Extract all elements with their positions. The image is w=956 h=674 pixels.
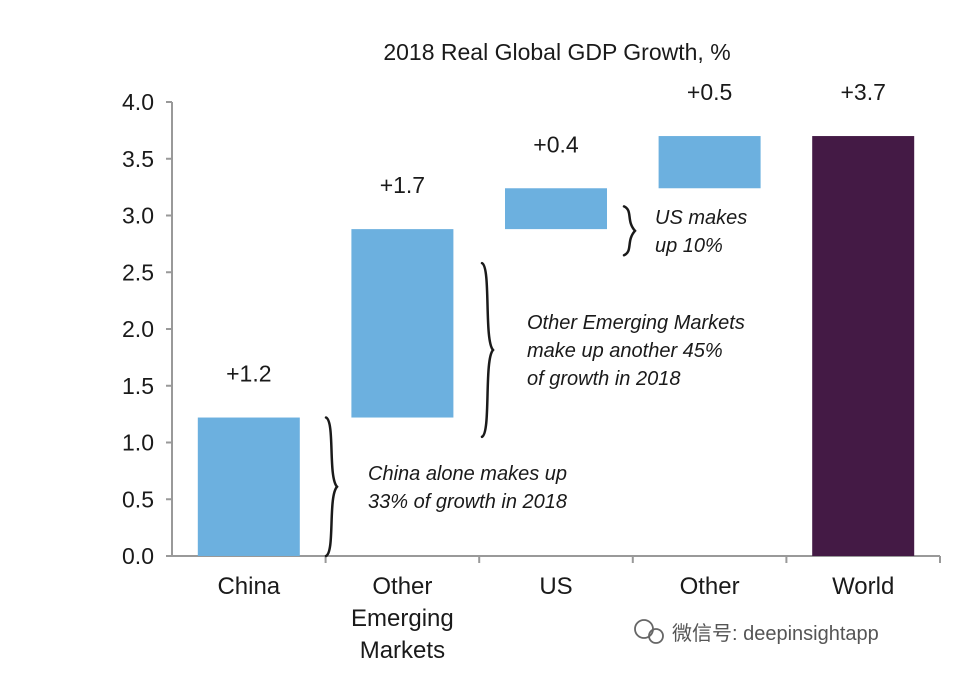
annotation-text: of growth in 2018: [527, 368, 680, 390]
bar: [812, 136, 915, 557]
y-tick-label: 2.0: [122, 316, 154, 342]
y-tick-label: 2.5: [122, 259, 154, 285]
chart-title: 2018 Real Global GDP Growth, %: [383, 39, 730, 65]
bar-value-label: +1.7: [380, 172, 425, 198]
annotation-text: make up another 45%: [527, 340, 723, 362]
x-category-label: Other: [372, 573, 432, 600]
annotation-text: up 10%: [655, 235, 723, 257]
bar: [197, 417, 300, 556]
bar: [351, 229, 454, 418]
y-tick-label: 0.0: [122, 543, 154, 569]
annotation-text: 33% of growth in 2018: [368, 491, 567, 513]
x-category-label: Other: [680, 573, 740, 600]
bars: [197, 136, 915, 557]
watermark: 微信号: deepinsightapp: [634, 619, 879, 645]
x-category-label: China: [217, 573, 280, 600]
bar: [505, 188, 607, 230]
bar: [658, 136, 761, 189]
annotation-text: China alone makes up: [368, 463, 567, 485]
data-labels: +1.2 +1.7 +0.4 +0.5 +3.7: [226, 79, 886, 386]
x-category-label: World: [832, 573, 894, 600]
bar-value-label: +3.7: [840, 79, 885, 105]
y-tick-label: 3.0: [122, 203, 154, 229]
curly-brace: [480, 261, 495, 439]
annotations: China alone makes up 33% of growth in 201…: [324, 205, 747, 558]
y-tick-label: 1.5: [122, 373, 154, 399]
y-tick-label: 3.5: [122, 146, 154, 172]
curly-brace: [622, 205, 637, 257]
y-tick-label: 1.0: [122, 430, 154, 456]
annotation-text: Other Emerging Markets: [527, 312, 745, 334]
curly-brace: [324, 416, 339, 558]
y-tick-label: 0.5: [122, 486, 154, 512]
axes: 0.0 0.5 1.0 1.5 2.0 2.5 3.0 3.5 4.0 China Other Eme…: [122, 89, 941, 664]
y-tick-label: 4.0: [122, 89, 154, 115]
x-category-label: US: [539, 573, 572, 600]
annotation-text: US makes: [655, 207, 747, 229]
watermark-text: 微信号: deepinsightapp: [672, 622, 879, 645]
bar-value-label: +0.4: [533, 131, 579, 157]
bar-value-label: +0.5: [687, 79, 732, 105]
x-category-label: Markets: [360, 637, 445, 664]
wechat-icon: [634, 619, 664, 644]
bar-value-label: +1.2: [226, 361, 271, 387]
x-category-label: Emerging: [351, 605, 454, 632]
